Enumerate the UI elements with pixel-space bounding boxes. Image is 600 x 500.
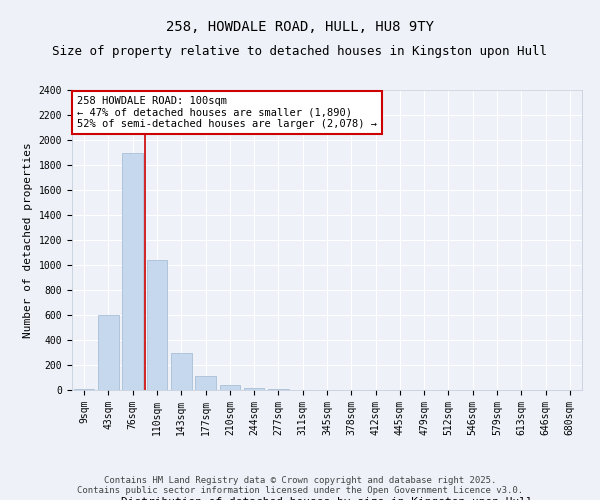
Y-axis label: Number of detached properties: Number of detached properties bbox=[23, 142, 33, 338]
Text: 258 HOWDALE ROAD: 100sqm
← 47% of detached houses are smaller (1,890)
52% of sem: 258 HOWDALE ROAD: 100sqm ← 47% of detach… bbox=[77, 96, 377, 129]
Bar bbox=[146, 260, 167, 390]
Bar bbox=[98, 315, 119, 390]
Bar bbox=[220, 385, 240, 390]
Bar bbox=[122, 152, 143, 390]
Text: Size of property relative to detached houses in Kingston upon Hull: Size of property relative to detached ho… bbox=[53, 45, 548, 58]
Bar bbox=[171, 353, 191, 390]
Bar bbox=[244, 388, 265, 390]
Text: Contains HM Land Registry data © Crown copyright and database right 2025.
Contai: Contains HM Land Registry data © Crown c… bbox=[77, 476, 523, 495]
X-axis label: Distribution of detached houses by size in Kingston upon Hull: Distribution of detached houses by size … bbox=[121, 498, 533, 500]
Text: 258, HOWDALE ROAD, HULL, HU8 9TY: 258, HOWDALE ROAD, HULL, HU8 9TY bbox=[166, 20, 434, 34]
Bar bbox=[74, 389, 94, 390]
Bar bbox=[195, 376, 216, 390]
